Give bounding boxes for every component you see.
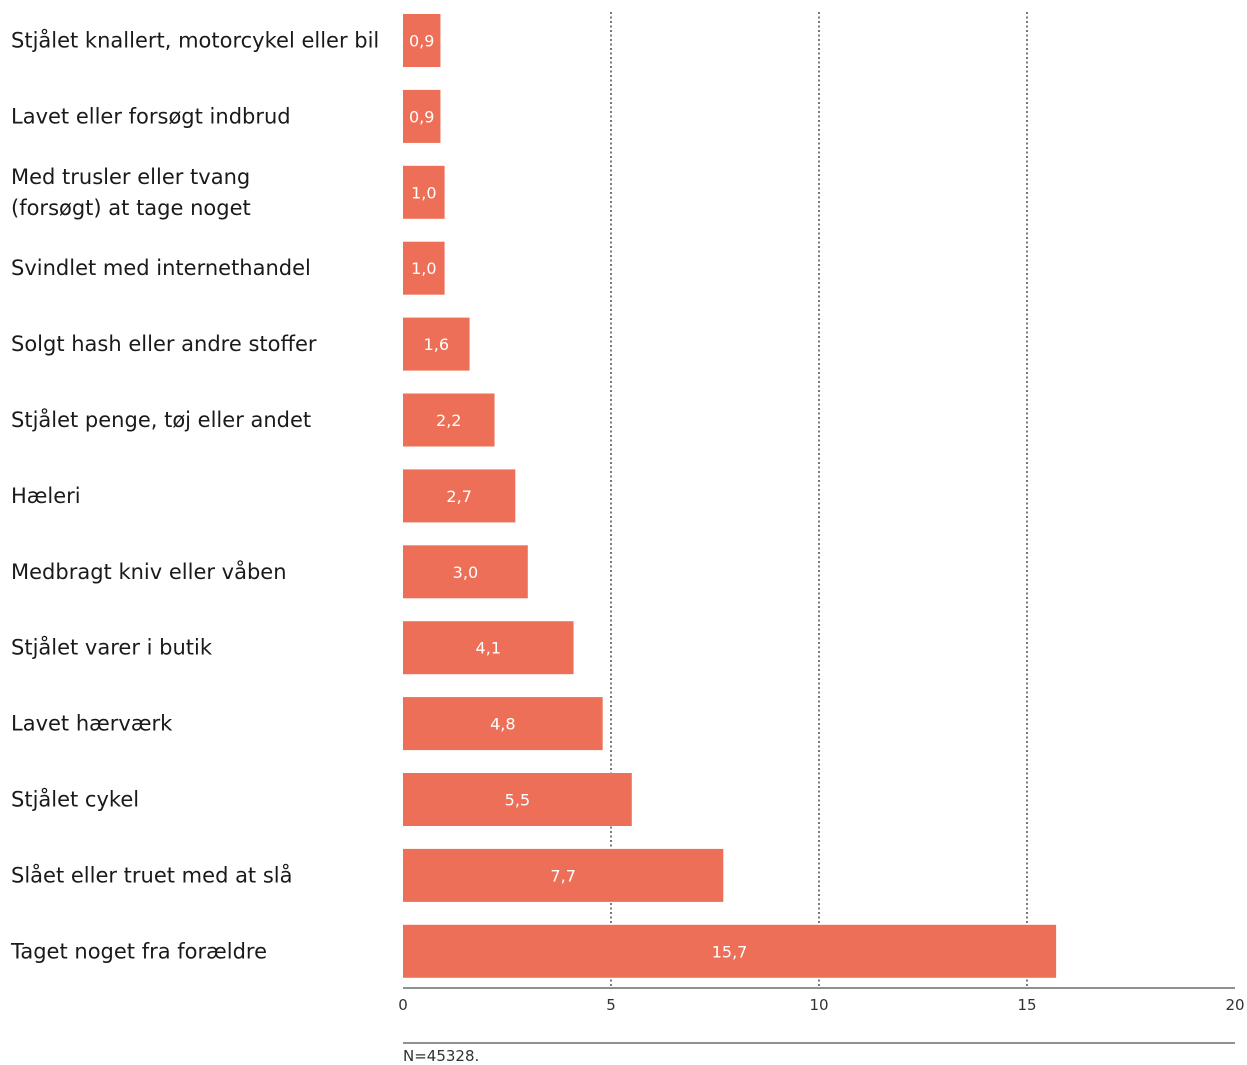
category-label: Solgt hash eller andre stoffer bbox=[11, 332, 317, 356]
category-label: Svindlet med internethandel bbox=[11, 256, 311, 280]
x-tick-label: 20 bbox=[1225, 996, 1244, 1014]
bar-value-label: 15,7 bbox=[712, 942, 748, 961]
bar-7 bbox=[403, 545, 528, 599]
bar-3 bbox=[403, 241, 445, 295]
bar-value-label: 4,1 bbox=[476, 639, 501, 658]
x-tick-label: 0 bbox=[398, 996, 408, 1014]
category-label: Stjålet penge, tøj eller andet bbox=[11, 407, 311, 432]
category-label: Hæleri bbox=[11, 484, 81, 508]
bar-value-label: 1,0 bbox=[411, 183, 436, 202]
bar-9 bbox=[403, 697, 603, 751]
bar-value-label: 1,0 bbox=[411, 259, 436, 278]
bar-value-label: 0,9 bbox=[409, 107, 434, 126]
category-label: Stjålet cykel bbox=[11, 787, 139, 812]
bar-8 bbox=[403, 621, 574, 675]
bar-value-label: 2,2 bbox=[436, 411, 461, 430]
category-label: Stjålet knallert, motorcykel eller bil bbox=[11, 28, 379, 53]
category-label: Med trusler eller tvang bbox=[11, 165, 250, 189]
x-axis: 0 5 10 15 20 bbox=[398, 987, 1245, 1014]
sample-size-note: N=45328. bbox=[403, 1047, 479, 1065]
category-label: Slået eller truet med at slå bbox=[11, 862, 293, 887]
x-tick-label: 15 bbox=[1017, 996, 1036, 1014]
category-label: Lavet hærværk bbox=[11, 712, 173, 736]
bar-11 bbox=[403, 848, 724, 902]
bar-value-label: 1,6 bbox=[424, 335, 449, 354]
bar-6 bbox=[403, 469, 516, 523]
bar-0 bbox=[403, 14, 441, 67]
x-tick-label: 5 bbox=[606, 996, 616, 1014]
bar-12 bbox=[403, 924, 1057, 978]
bar-10 bbox=[403, 773, 632, 826]
bars-layer: 0,9 0,9 1,0 1,0 1,6 2,2 2,7 3,0 4,1 4,8 5,5 7,7 15,7 bbox=[403, 14, 1057, 978]
category-labels: Stjålet knallert, motorcykel eller bil La… bbox=[10, 28, 379, 964]
x-tick-label: 10 bbox=[809, 996, 828, 1014]
bar-2 bbox=[403, 165, 445, 219]
bar-4 bbox=[403, 317, 470, 371]
bar-5 bbox=[403, 393, 495, 447]
bar-value-label: 0,9 bbox=[409, 32, 434, 51]
category-label: Taget noget fra forældre bbox=[10, 939, 267, 963]
bar-value-label: 2,7 bbox=[446, 487, 471, 506]
bar-value-label: 3,0 bbox=[453, 563, 478, 582]
category-label: (forsøgt) at tage noget bbox=[11, 196, 251, 220]
category-label: Medbragt kniv eller våben bbox=[11, 559, 287, 584]
bar-value-label: 4,8 bbox=[490, 715, 515, 734]
category-label: Lavet eller forsøgt indbrud bbox=[11, 104, 291, 128]
grid-layer bbox=[610, 12, 1028, 988]
category-label: Stjålet varer i butik bbox=[11, 635, 213, 660]
source-note: N=45328. bbox=[403, 1042, 1235, 1065]
bar-value-label: 7,7 bbox=[550, 866, 575, 885]
bar-value-label: 5,5 bbox=[505, 791, 530, 810]
bar-1 bbox=[403, 89, 441, 143]
